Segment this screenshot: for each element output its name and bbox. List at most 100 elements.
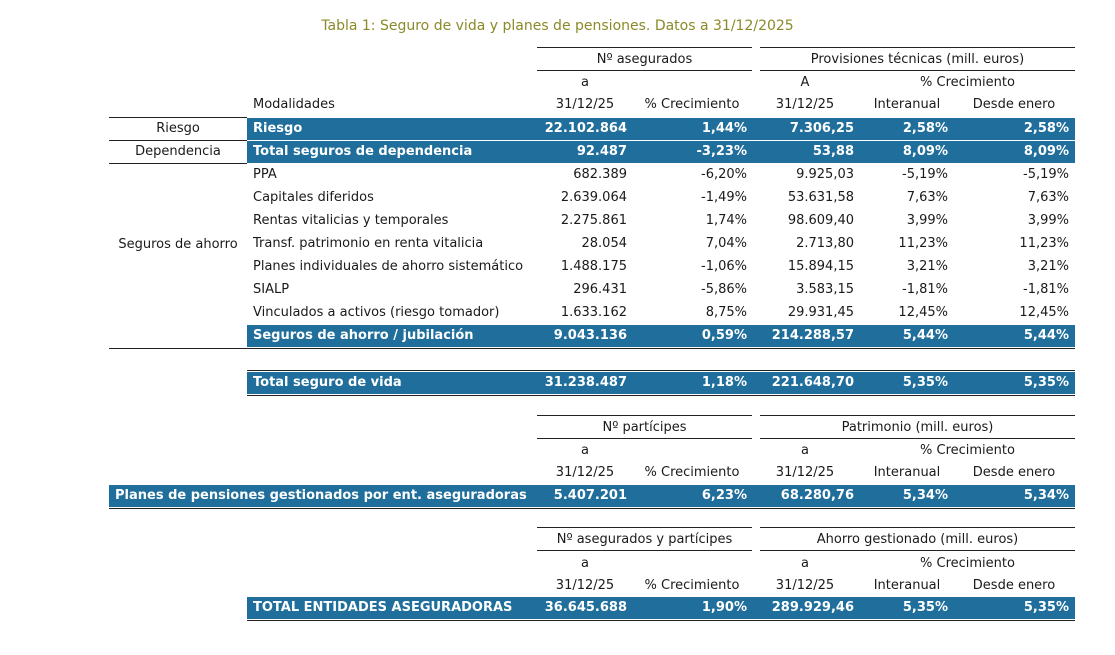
- cell-interanual: 2,58%: [902, 121, 948, 136]
- cell-crecimiento: 8,75%: [705, 305, 747, 320]
- cell-interanual: 5,35%: [902, 600, 948, 615]
- cell-desde-enero: -5,19%: [1023, 167, 1069, 182]
- group-dependencia: Dependencia: [135, 144, 221, 159]
- cell-desde-enero: 3,99%: [1027, 213, 1069, 228]
- row-rule: [247, 395, 1075, 396]
- header-interanual: Interanual: [873, 465, 941, 480]
- cell-provisiones: 9.925,03: [796, 167, 854, 182]
- header-desde-enero: Desde enero: [972, 465, 1056, 480]
- cell-provisiones: 29.931,45: [787, 305, 854, 320]
- cell-interanual: 12,45%: [898, 305, 948, 320]
- cell-provisiones: 7.306,25: [789, 121, 854, 136]
- cell-label: Planes de pensiones gestionados por ent.…: [115, 488, 527, 503]
- header-rule: [760, 70, 1075, 71]
- cell-desde-enero: -1,81%: [1023, 282, 1069, 297]
- table-row: Transf. patrimonio en renta vitalicia 28…: [247, 233, 1075, 256]
- cell-asegurados: 28.054: [581, 236, 628, 251]
- group-rule: [109, 117, 247, 118]
- cell-label: Transf. patrimonio en renta vitalicia: [253, 236, 484, 251]
- cell-label: TOTAL ENTIDADES ASEGURADORAS: [253, 600, 513, 615]
- header-asegurados: Nº asegurados: [596, 52, 693, 67]
- cell-asegurados: 1.488.175: [560, 259, 627, 274]
- cell-interanual: 3,21%: [906, 259, 948, 274]
- header-date: 31/12/25: [775, 465, 835, 480]
- cell-label: Vinculados a activos (riesgo tomador): [253, 305, 500, 320]
- row-dependencia: Total seguros de dependencia 92.487 -3,2…: [247, 141, 1075, 163]
- cell-crecimiento: -1,49%: [701, 190, 747, 205]
- cell-desde-enero: 3,21%: [1027, 259, 1069, 274]
- cell-crecimiento: 1,74%: [705, 213, 747, 228]
- cell-provisiones: 2.713,80: [796, 236, 854, 251]
- cell-desde-enero: 5,34%: [1023, 488, 1069, 503]
- cell-label: Total seguros de dependencia: [253, 144, 473, 159]
- header-date: 31/12/25: [775, 97, 835, 112]
- cell-desde-enero: 11,23%: [1019, 236, 1069, 251]
- cell-asegurados: 9.043.136: [553, 328, 627, 343]
- header-crecimiento: % Crecimiento: [644, 97, 740, 112]
- header-desde-enero: Desde enero: [972, 578, 1056, 593]
- header-ahorro-gestionado: Ahorro gestionado (mill. euros): [816, 532, 1019, 547]
- header-interanual: Interanual: [873, 578, 941, 593]
- cell-label: SIALP: [253, 282, 290, 297]
- cell-label: Riesgo: [253, 121, 303, 136]
- cell-desde-enero: 12,45%: [1019, 305, 1069, 320]
- cell-asegurados: 92.487: [576, 144, 627, 159]
- cell-provisiones: 53,88: [812, 144, 854, 159]
- cell-interanual: 5,44%: [902, 328, 948, 343]
- cell-label: Seguros de ahorro / jubilación: [253, 328, 474, 343]
- cell-label: Capitales diferidos: [253, 190, 374, 205]
- header-a: a: [801, 443, 809, 458]
- cell-provisiones: 98.609,40: [787, 213, 854, 228]
- table-row: SIALP 296.431 -5,86% 3.583,15 -1,81% -1,…: [247, 279, 1075, 302]
- cell-crecimiento: -3,23%: [696, 144, 748, 159]
- header-interanual: Interanual: [873, 97, 941, 112]
- cell-crecimiento: 7,04%: [705, 236, 747, 251]
- cell-interanual: 11,23%: [898, 236, 948, 251]
- row-rule: [109, 508, 1075, 509]
- row-planes-pensiones: Planes de pensiones gestionados por ent.…: [109, 485, 1075, 507]
- table-row: Capitales diferidos 2.639.064 -1,49% 53.…: [247, 187, 1075, 210]
- cell-label: Rentas vitalicias y temporales: [253, 213, 449, 228]
- row-rule: [247, 370, 1075, 371]
- ahorro-rows: PPA 682.389 -6,20% 9.925,03 -5,19% -5,19…: [247, 164, 1075, 325]
- cell-crecimiento: 1,44%: [701, 121, 747, 136]
- cell-desde-enero: 5,44%: [1023, 328, 1069, 343]
- header-rule: [537, 70, 752, 71]
- header-rule: [760, 47, 1075, 48]
- cell-interanual: -1,81%: [902, 282, 948, 297]
- cell-crecimiento: 0,59%: [701, 328, 747, 343]
- cell-crecimiento: -1,06%: [701, 259, 747, 274]
- header-a: A: [800, 75, 810, 90]
- cell-label: Total seguro de vida: [253, 375, 402, 390]
- header-rule: [537, 47, 752, 48]
- header-rule: [537, 550, 752, 551]
- header-a: a: [581, 443, 589, 458]
- cell-interanual: 5,34%: [902, 488, 948, 503]
- cell-ahorro: 289.929,46: [771, 600, 854, 615]
- group-rule: [109, 348, 1075, 349]
- cell-crecimiento: 1,18%: [701, 375, 747, 390]
- header-rule: [537, 527, 752, 528]
- cell-desde-enero: 5,35%: [1023, 600, 1069, 615]
- cell-interanual: 8,09%: [902, 144, 948, 159]
- header-rule: [760, 438, 1075, 439]
- cell-provisiones: 53.631,58: [787, 190, 854, 205]
- cell-participes: 5.407.201: [553, 488, 627, 503]
- header-participes: Nº partícipes: [602, 420, 687, 435]
- cell-interanual: 3,99%: [906, 213, 948, 228]
- header-crecimiento: % Crecimiento: [920, 443, 1015, 458]
- header-date: 31/12/25: [555, 97, 615, 112]
- row-total-vida: Total seguro de vida 31.238.487 1,18% 22…: [247, 372, 1075, 394]
- table-title: Tabla 1: Seguro de vida y planes de pens…: [321, 18, 794, 34]
- cell-asegurados: 22.102.864: [544, 121, 627, 136]
- cell-desde-enero: 7,63%: [1027, 190, 1069, 205]
- header-rule: [760, 415, 1075, 416]
- header-date: 31/12/25: [555, 578, 615, 593]
- header-provisiones: Provisiones técnicas (mill. euros): [810, 52, 1025, 67]
- cell-provisiones: 221.648,70: [771, 375, 854, 390]
- table-row: Rentas vitalicias y temporales 2.275.861…: [247, 210, 1075, 233]
- cell-desde-enero: 2,58%: [1023, 121, 1069, 136]
- cell-label: PPA: [253, 167, 277, 182]
- group-rule: [109, 163, 247, 164]
- cell-crecimiento: -6,20%: [701, 167, 747, 182]
